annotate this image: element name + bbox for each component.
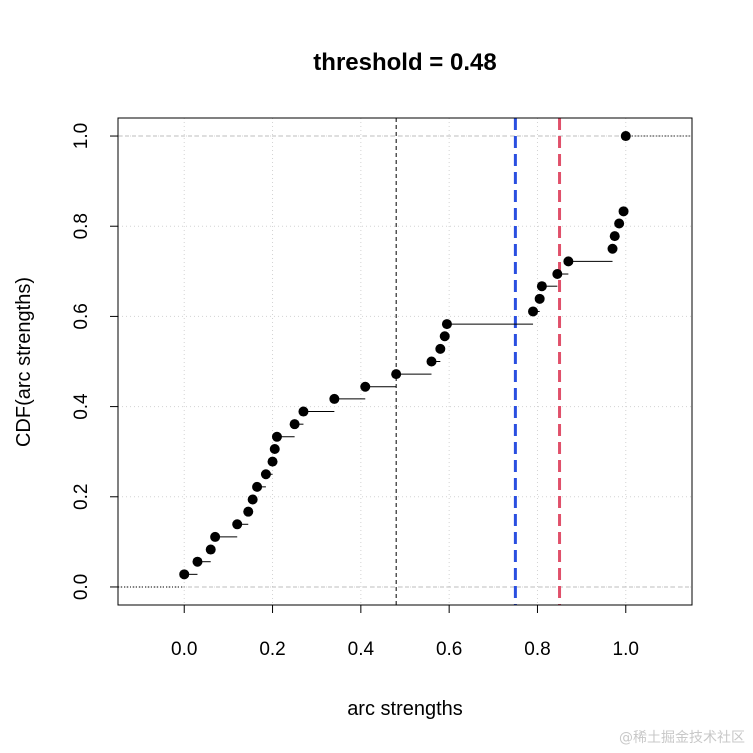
x-tick-label-1: 0.2 xyxy=(259,639,285,660)
x-axis: 0.0 0.2 0.4 0.6 0.8 1.0 xyxy=(171,604,639,660)
x-axis-label: arc strengths xyxy=(347,698,463,720)
ecdf-point-4 xyxy=(232,519,243,530)
ecdf-point-3 xyxy=(210,531,221,542)
ecdf-point-24 xyxy=(552,269,563,280)
ecdf-point-6 xyxy=(247,494,258,505)
x-tick-label-5: 1.0 xyxy=(613,639,639,660)
y-axis: 0.0 0.2 0.4 0.6 0.8 1.0 xyxy=(71,123,119,600)
y-tick-label-2: 0.4 xyxy=(71,393,92,420)
reference-lines xyxy=(118,135,692,588)
ecdf-point-13 xyxy=(298,406,309,417)
y-axis-label: CDF(arc strengths) xyxy=(13,277,35,447)
threshold-lines xyxy=(395,118,562,605)
ecdf-point-29 xyxy=(618,206,629,217)
ecdf-point-0 xyxy=(179,569,190,580)
x-tick-label-2: 0.4 xyxy=(348,639,375,660)
ecdf-point-9 xyxy=(267,456,278,467)
watermark: @稀土掘金技术社区 xyxy=(619,730,745,746)
ecdf-point-26 xyxy=(607,243,618,254)
ecdf-point-5 xyxy=(243,506,254,517)
x-tick-label-0: 0.0 xyxy=(171,639,197,660)
y-tick-label-4: 0.8 xyxy=(71,213,92,239)
chart-title: threshold = 0.48 xyxy=(313,49,496,76)
ecdf-point-18 xyxy=(435,343,446,354)
ecdf-point-11 xyxy=(271,431,282,442)
ecdf-point-25 xyxy=(563,256,574,267)
y-tick-label-3: 0.6 xyxy=(71,303,92,329)
plot-frame xyxy=(117,117,693,606)
grid xyxy=(118,118,692,605)
y-tick-label-0: 0.0 xyxy=(71,574,92,600)
ecdf-points xyxy=(179,131,631,580)
ecdf-point-14 xyxy=(329,393,340,404)
y-tick-label-1: 0.2 xyxy=(71,484,92,510)
ecdf-point-19 xyxy=(439,331,450,342)
ecdf-point-27 xyxy=(609,231,620,242)
x-tick-label-4: 0.8 xyxy=(524,639,550,660)
x-tick-label-3: 0.6 xyxy=(436,639,462,660)
ecdf-point-22 xyxy=(534,293,545,304)
ecdf-point-1 xyxy=(192,556,203,567)
ecdf-point-21 xyxy=(528,306,539,317)
ecdf-point-8 xyxy=(260,469,271,480)
ecdf-point-7 xyxy=(252,481,263,492)
ecdf-point-12 xyxy=(289,419,300,430)
ecdf-point-20 xyxy=(441,319,452,330)
ecdf-point-2 xyxy=(205,544,216,555)
ecdf-point-15 xyxy=(360,381,371,392)
ecdf-point-23 xyxy=(536,281,547,292)
ecdf-steps xyxy=(118,135,692,588)
y-tick-label-5: 1.0 xyxy=(71,123,92,149)
ecdf-point-17 xyxy=(426,356,437,367)
ecdf-point-30 xyxy=(620,131,631,142)
ecdf-point-28 xyxy=(614,218,625,229)
ecdf-point-16 xyxy=(391,369,402,380)
ecdf-point-10 xyxy=(269,443,280,454)
